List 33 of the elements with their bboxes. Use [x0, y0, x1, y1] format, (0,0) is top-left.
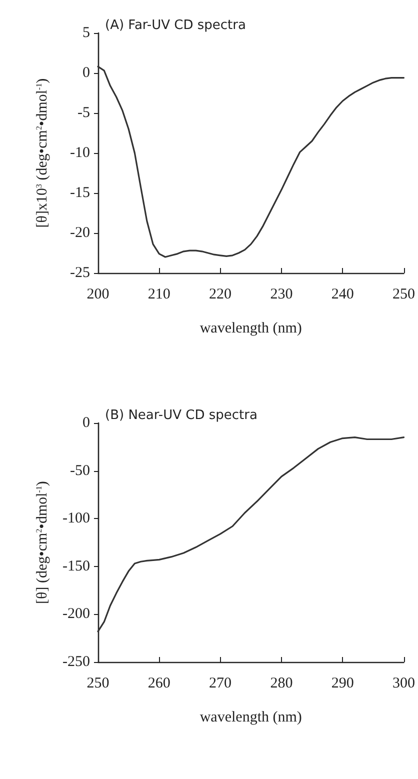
y-tick-label: -25	[70, 265, 90, 281]
y-tick-label: -250	[62, 654, 90, 670]
y-axis-title: [θ]x103 (deg•cm2•dmol-1)	[34, 78, 50, 228]
x-tick-label: 260	[148, 676, 170, 692]
y-tick-label: -20	[70, 225, 90, 241]
x-tick-label: 270	[209, 676, 232, 692]
y-tick-label: 0	[82, 415, 90, 431]
y-tick-label: -100	[62, 510, 90, 527]
chart-title: (A) Far-UV CD spectra	[105, 18, 246, 33]
x-tick-label: 210	[148, 286, 170, 302]
line-series	[97, 66, 405, 258]
x-tick-label: 200	[86, 286, 110, 302]
x-tick-label: 230	[270, 286, 293, 302]
y-tick-label: -5	[78, 105, 90, 121]
y-axis-title: [θ] (deg•cm2•dmol-1)	[34, 481, 50, 604]
y-tick-label: 5	[82, 25, 90, 41]
x-tick-label: 280	[270, 676, 293, 692]
x-tick-label: 250	[392, 286, 415, 302]
x-tick-label: 250	[86, 676, 110, 692]
y-tick-label: -200	[62, 606, 90, 622]
line-series	[97, 436, 405, 632]
x-tick-label: 290	[331, 676, 354, 692]
y-tick-label: -50	[70, 462, 90, 479]
x-tick-label: 240	[331, 286, 354, 302]
x-axis-title: wavelength (nm)	[200, 320, 302, 336]
x-tick-label: 220	[209, 286, 232, 302]
y-tick-label: -15	[70, 185, 90, 201]
y-tick-label: -10	[70, 145, 90, 161]
y-tick-label: 0	[82, 65, 90, 81]
y-tick-label: -150	[62, 558, 90, 574]
chart-title: (B) Near-UV CD spectra	[105, 408, 258, 423]
x-axis-title: wavelength (nm)	[200, 710, 302, 726]
x-tick-label: 300	[392, 676, 415, 692]
